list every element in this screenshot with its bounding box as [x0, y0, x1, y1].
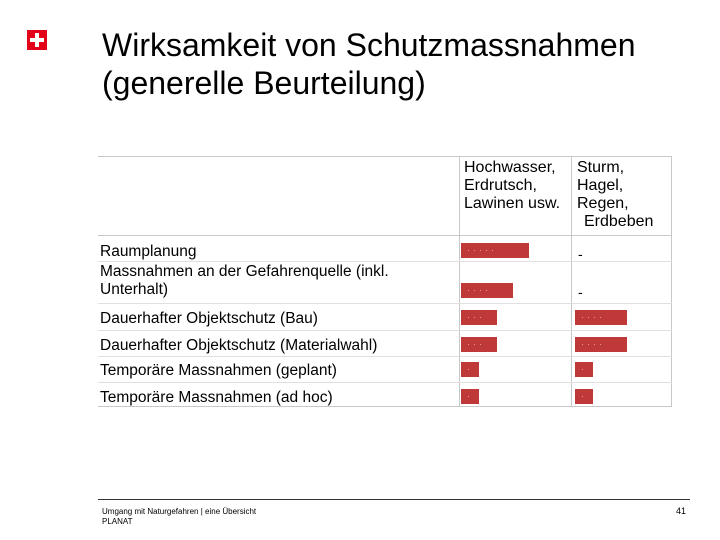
row-label-objektschutz-bau: Dauerhafter Objektschutz (Bau): [100, 310, 318, 327]
footer-source: Umgang mit Naturgefahren | eine Übersich…: [102, 507, 257, 516]
table-top-rule: [98, 156, 672, 157]
swiss-cross-icon: [27, 30, 47, 50]
table-bottom-rule: [98, 406, 672, 407]
row-label-temporaer-geplant: Temporäre Massnahmen (geplant): [100, 362, 337, 379]
rating-bar: ····: [575, 337, 627, 352]
title-line-1: Wirksamkeit von Schutzmassnahmen: [102, 27, 636, 63]
row-rule: [98, 330, 672, 331]
header-line: Hochwasser,: [464, 159, 556, 176]
row-rule: [98, 382, 672, 383]
header-line: Regen,: [577, 195, 629, 212]
rating-bar: ·: [461, 389, 479, 404]
column-divider-2: [571, 156, 572, 406]
row-rule: [98, 356, 672, 357]
rating-bar: ····: [575, 310, 627, 325]
rating-bar: ·····: [461, 243, 529, 258]
rating-bar: ·: [461, 362, 479, 377]
header-line: Lawinen usw.: [464, 195, 561, 212]
row-label-raumplanung: Raumplanung: [100, 243, 197, 260]
column-divider-3: [671, 156, 672, 406]
rating-bar: ···: [461, 337, 497, 352]
rating-bar: ····: [461, 283, 513, 298]
row-rule: [98, 303, 672, 304]
row-label-line: Unterhalt): [100, 281, 169, 298]
page-title: Wirksamkeit von Schutzmassnahmen (genere…: [102, 26, 636, 102]
header-bottom-rule: [98, 235, 672, 236]
rating-bar: ···: [461, 310, 497, 325]
header-line: Erdrutsch,: [464, 177, 537, 194]
row-label-objektschutz-material: Dauerhafter Objektschutz (Materialwahl): [100, 337, 378, 354]
header-line: Sturm,: [577, 159, 625, 176]
column-header-flood: Hochwasser, Erdrutsch, Lawinen usw.: [464, 159, 560, 213]
row-label-temporaer-adhoc: Temporäre Massnahmen (ad hoc): [100, 389, 333, 406]
row-rule: [98, 261, 672, 262]
title-line-2: (generelle Beurteilung): [102, 65, 426, 101]
rating-none: -: [578, 284, 583, 300]
row-label-gefahrenquelle: Massnahmen an der Gefahrenquelle (inkl. …: [100, 263, 389, 299]
column-header-storm: Sturm, Hagel, Regen, Erdbeben: [577, 159, 653, 231]
footer-rule: [98, 499, 690, 500]
header-line: Erdbeben: [584, 213, 654, 230]
row-label-line: Massnahmen an der Gefahrenquelle (inkl.: [100, 263, 389, 280]
rating-bar: ·: [575, 389, 593, 404]
header-line: Hagel,: [577, 177, 624, 194]
page-number: 41: [676, 506, 687, 516]
column-divider-1: [459, 156, 460, 406]
rating-none: -: [578, 246, 583, 262]
footer: Umgang mit Naturgefahren | eine Übersich…: [102, 507, 256, 527]
rating-bar: ·: [575, 362, 593, 377]
footer-org: PLANAT: [102, 517, 133, 526]
